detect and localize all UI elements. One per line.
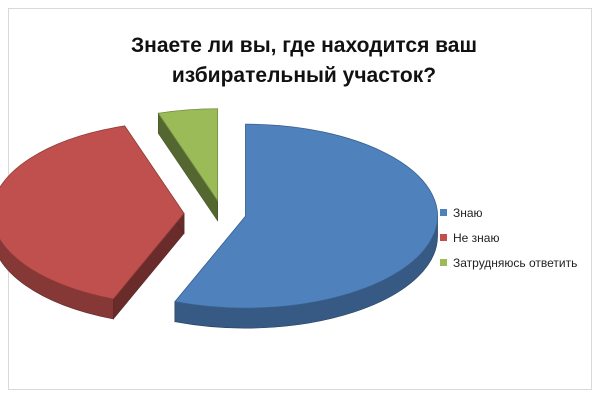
legend-swatch-zatrudnyayus bbox=[440, 259, 447, 266]
chart-title-line-1: Знаете ли вы, где находится ваш bbox=[130, 34, 477, 57]
chart-title-line-2: избирательный участок? bbox=[171, 64, 437, 87]
pie-slice-zatrudnyayus bbox=[157, 108, 219, 203]
pie-tops bbox=[0, 108, 438, 309]
legend: Знаю Не знаю Затрудняюсь ответить bbox=[440, 200, 577, 275]
legend-swatch-ne-znayu bbox=[440, 234, 447, 241]
legend-label-zatrudnyayus: Затрудняюсь ответить bbox=[453, 255, 578, 270]
legend-label-ne-znayu: Не знаю bbox=[453, 230, 500, 245]
legend-item-znayu: Знаю bbox=[440, 200, 577, 225]
legend-label-znayu: Знаю bbox=[453, 205, 483, 220]
legend-item-zatrudnyayus: Затрудняюсь ответить bbox=[440, 250, 577, 275]
chart-title: Знаете ли вы, где находится ваш избирате… bbox=[69, 31, 539, 91]
pie-slice-znayu bbox=[174, 123, 438, 309]
legend-item-ne-znayu: Не знаю bbox=[440, 225, 577, 250]
legend-swatch-znayu bbox=[440, 209, 447, 216]
pie-slice-ne-znayu bbox=[0, 125, 185, 300]
